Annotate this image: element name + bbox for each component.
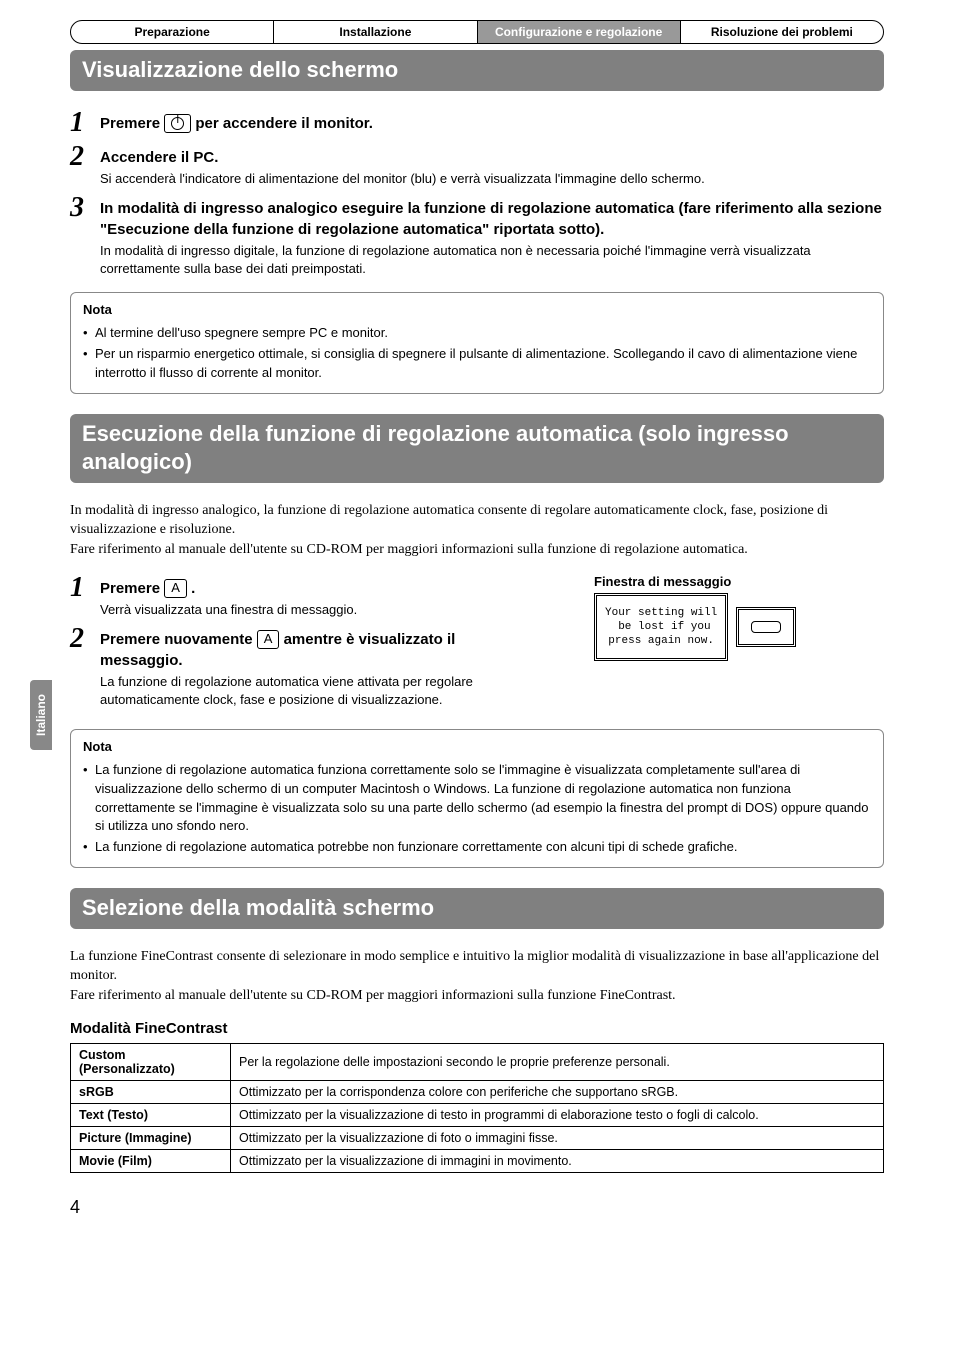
section1-note: Nota Al termine dell'uso spegnere sempre… — [70, 292, 884, 393]
s2-step1-post: . — [191, 580, 195, 597]
section2-intro: In modalità di ingresso analogico, la fu… — [70, 501, 884, 560]
section1-step2: 2 Accendere il PC. Si accenderà l'indica… — [70, 143, 884, 188]
mode-desc: Ottimizzato per la visualizzazione di im… — [231, 1149, 884, 1172]
table-row: Text (Testo) Ottimizzato per la visualiz… — [71, 1103, 884, 1126]
step1-title-pre: Premere — [100, 115, 164, 132]
tab-installazione[interactable]: Installazione — [274, 21, 477, 43]
msg-button-graphic — [736, 607, 796, 647]
modes-table: Custom(Personalizzato) Per la regolazion… — [70, 1043, 884, 1173]
table-row: sRGB Ottimizzato per la corrispondenza c… — [71, 1080, 884, 1103]
language-tab: Italiano — [30, 680, 52, 750]
section1-step1: 1 Premere per accendere il monitor. — [70, 109, 884, 137]
mode-name: sRGB — [71, 1080, 231, 1103]
note-item: Per un risparmio energetico ottimale, si… — [83, 345, 871, 383]
mode-name: Text (Testo) — [71, 1103, 231, 1126]
mode-name: Custom(Personalizzato) — [71, 1043, 231, 1080]
page-number: 4 — [70, 1197, 884, 1218]
table-row: Custom(Personalizzato) Per la regolazion… — [71, 1043, 884, 1080]
step-number: 1 — [70, 109, 92, 137]
step3-text: In modalità di ingresso digitale, la fun… — [100, 242, 884, 278]
s2-step2-text: La funzione di regolazione automatica vi… — [100, 673, 540, 709]
step-number: 3 — [70, 194, 92, 222]
s2-step1-text: Verrà visualizzata una finestra di messa… — [100, 601, 574, 619]
step2-text: Si accenderà l'indicatore di alimentazio… — [100, 170, 884, 188]
mode-desc: Per la regolazione delle impostazioni se… — [231, 1043, 884, 1080]
note-item: Al termine dell'uso spegnere sempre PC e… — [83, 324, 871, 343]
note-title: Nota — [83, 301, 871, 320]
a-button-icon: A — [257, 630, 280, 649]
note-title: Nota — [83, 738, 871, 757]
step-number: 2 — [70, 143, 92, 171]
table-title: Modalità FineContrast — [70, 1020, 884, 1037]
section3-title: Selezione della modalità schermo — [70, 888, 884, 929]
section1-step3: 3 In modalità di ingresso analogico eseg… — [70, 194, 884, 278]
msg-screen: Your setting will be lost if you press a… — [594, 593, 728, 662]
tab-preparazione[interactable]: Preparazione — [71, 21, 274, 43]
step2-title: Accendere il PC. — [100, 147, 884, 168]
mode-name: Movie (Film) — [71, 1149, 231, 1172]
step-number: 2 — [70, 625, 92, 653]
msg-label: Finestra di messaggio — [594, 574, 884, 589]
mode-desc: Ottimizzato per la corrispondenza colore… — [231, 1080, 884, 1103]
section3-intro: La funzione FineContrast consente di sel… — [70, 947, 884, 1006]
note-item: La funzione di regolazione automatica po… — [83, 838, 871, 857]
message-window-figure: Finestra di messaggio Your setting will … — [594, 574, 884, 662]
step-number: 1 — [70, 574, 92, 602]
table-row: Movie (Film) Ottimizzato per la visualiz… — [71, 1149, 884, 1172]
mode-desc: Ottimizzato per la visualizzazione di te… — [231, 1103, 884, 1126]
table-row: Picture (Immagine) Ottimizzato per la vi… — [71, 1126, 884, 1149]
power-icon — [164, 114, 191, 133]
mode-desc: Ottimizzato per la visualizzazione di fo… — [231, 1126, 884, 1149]
section2-note: Nota La funzione di regolazione automati… — [70, 729, 884, 868]
s2-step2-pre: Premere nuovamente — [100, 631, 257, 648]
section1-title: Visualizzazione dello schermo — [70, 50, 884, 91]
tab-risoluzione[interactable]: Risoluzione dei problemi — [681, 21, 883, 43]
tab-configurazione[interactable]: Configurazione e regolazione — [478, 21, 681, 43]
section2-step1: 1 Premere A . Verrà visualizzata una fin… — [70, 574, 574, 619]
s2-step1-pre: Premere — [100, 580, 164, 597]
step3-title: In modalità di ingresso analogico esegui… — [100, 198, 884, 240]
a-button-icon: A — [164, 579, 187, 598]
section2-title: Esecuzione della funzione di regolazione… — [70, 414, 884, 483]
mode-name: Picture (Immagine) — [71, 1126, 231, 1149]
nav-tabs: Preparazione Installazione Configurazion… — [70, 20, 884, 44]
step1-title-post: per accendere il monitor. — [195, 115, 373, 132]
section2-step2: 2 Premere nuovamente A amentre è visuali… — [70, 625, 574, 709]
note-item: La funzione di regolazione automatica fu… — [83, 761, 871, 836]
